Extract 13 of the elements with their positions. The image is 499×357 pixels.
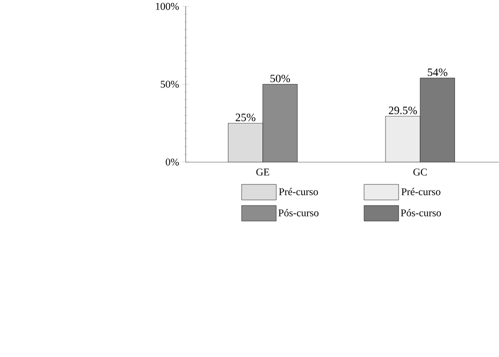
- y-tick-label: 100%: [156, 3, 179, 10]
- data-label: 25%: [236, 114, 256, 122]
- legend-label: Pós-curso: [400, 209, 441, 216]
- y-tick-label: 0%: [166, 158, 179, 166]
- x-tick-label: GE: [256, 168, 270, 176]
- data-label: 50%: [270, 74, 290, 82]
- x-tick-label: GC: [413, 168, 427, 176]
- legend-label: Pós-curso: [278, 209, 319, 216]
- data-label: 54%: [428, 68, 448, 76]
- legend-label: Pré-curso: [401, 188, 440, 196]
- legend-label: Pré-curso: [278, 188, 318, 196]
- y-tick-label: 50%: [160, 80, 179, 88]
- data-label: 29.5%: [388, 106, 417, 114]
